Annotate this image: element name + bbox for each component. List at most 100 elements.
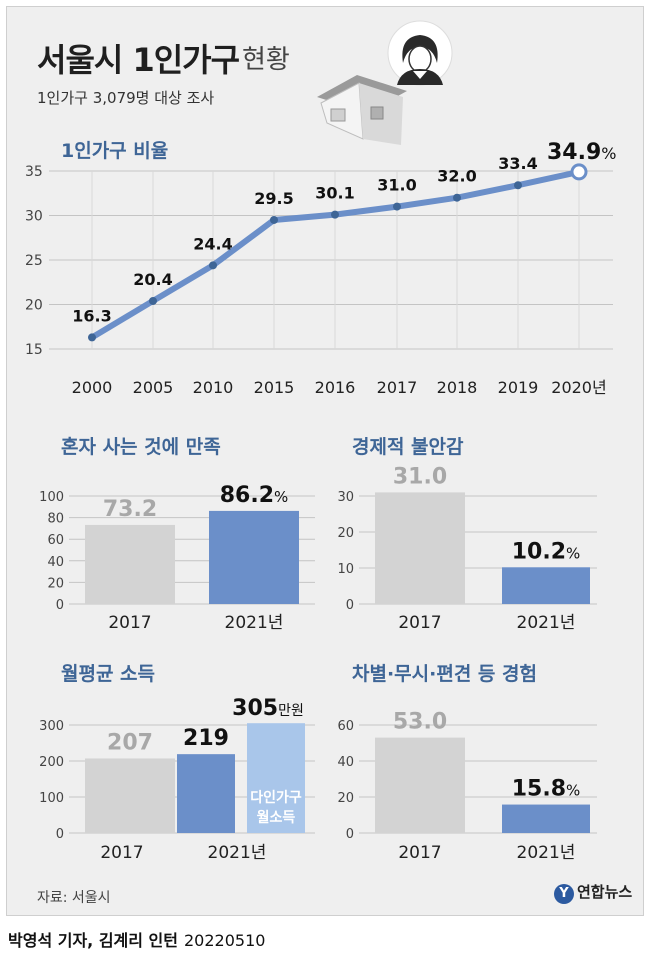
- bar-data-label: 31.0: [393, 464, 447, 489]
- bar-data-label: 15.8%: [512, 777, 581, 802]
- bar-ytick-label: 60: [337, 719, 354, 734]
- bar-ytick-label: 20: [337, 526, 354, 541]
- bar: [209, 510, 299, 604]
- bar-ytick-label: 0: [56, 827, 64, 842]
- satisfaction-chart-title: 혼자 사는 것에 만족: [61, 436, 221, 458]
- extra-bar-label: 305만원: [232, 696, 304, 721]
- survey-note: 1인가구 3,079명 대상 조사: [37, 89, 215, 107]
- bar-xtick-label: 2021년: [517, 613, 576, 633]
- line-point: [393, 202, 401, 211]
- discrimination-chart-title: 차별·무시·편견 등 경험: [352, 663, 537, 685]
- bar-data-value: 31.0: [393, 464, 447, 489]
- credit-line: 박영석 기자, 김계리 인턴 20220510: [8, 927, 265, 951]
- line-data-label: 29.5: [254, 189, 293, 208]
- line-data-label: 30.1: [315, 184, 354, 203]
- line-point: [149, 296, 157, 305]
- bar: [375, 737, 465, 833]
- line-xtick-label: 2005: [133, 378, 174, 397]
- bar-ytick-label: 100: [39, 791, 64, 806]
- bar: [85, 524, 175, 604]
- line-point: [331, 210, 339, 219]
- bar-data-value: 219: [183, 726, 229, 751]
- bar-xtick-label: 2021년: [517, 843, 576, 863]
- bar-data-label: 73.2: [103, 497, 157, 522]
- bar-ytick-label: 80: [47, 512, 64, 527]
- bar-data-value: 15.8: [512, 777, 566, 802]
- bar-ytick-label: 20: [47, 576, 64, 591]
- bar-charts: 0 20 40 60 80 100 73.2 2017 86.2% 2021년 0 10 20 30 31.…: [39, 464, 597, 863]
- bar-ytick-label: 40: [47, 555, 64, 570]
- bar-xtick-label: 2021년: [208, 843, 267, 863]
- line-xtick-label: 2020년: [551, 378, 606, 397]
- line-chart: 15 20 25 30 35 16.3 2000 20.4 2005 24.4 2010 29.5 20…: [25, 154, 613, 397]
- line-point: [514, 181, 522, 190]
- bar: [502, 567, 590, 604]
- bar-data-unit: %: [566, 544, 580, 562]
- bar-ytick-label: 0: [346, 827, 354, 842]
- logo-mark-icon: Y: [554, 884, 574, 904]
- bar-ytick-label: 30: [337, 490, 354, 505]
- line-point: [209, 261, 217, 270]
- line-xtick-label: 2018: [437, 378, 478, 397]
- extra-bar-unit: 만원: [278, 703, 304, 719]
- credit-authors: 박영석 기자, 김계리 인턴: [8, 931, 178, 950]
- bar-xtick-label: 2017: [398, 843, 441, 863]
- line-xtick-label: 2000: [72, 378, 113, 397]
- bar-ytick-label: 60: [47, 533, 64, 548]
- logo-text: 연합뉴스: [577, 883, 633, 901]
- line-data-label: 16.3: [72, 306, 111, 325]
- credit-date: 20220510: [184, 931, 266, 950]
- bar: [85, 758, 175, 833]
- extra-bar-name: 다인가구: [250, 789, 302, 806]
- line-xtick-label: 2010: [193, 378, 234, 397]
- bar-data-label: 219: [183, 726, 229, 751]
- bar-ytick-label: 100: [39, 490, 64, 505]
- line-ytick-label: 25: [25, 253, 43, 269]
- line-point: [270, 215, 278, 224]
- line-data-label: 32.0: [437, 167, 476, 186]
- line-data-label: 33.4: [498, 154, 537, 173]
- line-xtick-label: 2016: [315, 378, 356, 397]
- bar-ytick-label: 0: [56, 598, 64, 613]
- page-title: 서울시 1인가구: [37, 41, 240, 79]
- bar-ytick-label: 300: [39, 719, 64, 734]
- line-xtick-label: 2017: [377, 378, 418, 397]
- extra-bar-value: 305: [232, 696, 278, 721]
- bar-ytick-label: 40: [337, 755, 354, 770]
- line-last-label: 34.9%: [547, 140, 616, 165]
- line-xtick-label: 2015: [254, 378, 295, 397]
- bar: [502, 804, 590, 833]
- line-ytick-label: 15: [25, 342, 43, 358]
- bar-data-value: 73.2: [103, 497, 157, 522]
- line-ytick-label: 35: [25, 164, 43, 180]
- bar: [177, 754, 235, 833]
- bar-xtick-label: 2017: [108, 613, 151, 633]
- income-chart-title: 월평균 소득: [61, 663, 156, 685]
- bar-data-unit: %: [274, 488, 288, 506]
- bar-data-label: 53.0: [393, 710, 447, 735]
- bar: [375, 492, 465, 604]
- line-data-label: 31.0: [377, 176, 416, 195]
- bar-data-value: 10.2: [512, 539, 566, 564]
- line-data-label: 24.4: [193, 234, 232, 253]
- line-ytick-label: 20: [25, 298, 43, 314]
- illustration: [317, 20, 453, 145]
- bar-xtick-label: 2021년: [225, 613, 284, 633]
- line-point: [88, 333, 96, 342]
- economic-anxiety-chart-title: 경제적 불안감: [352, 436, 464, 458]
- extra-bar: [247, 723, 305, 833]
- line-point: [570, 163, 588, 181]
- line-ytick-label: 30: [25, 209, 43, 225]
- source-note: 자료: 서울시: [37, 890, 111, 906]
- line-chart-title: 1인가구 비율: [61, 140, 169, 162]
- line-data-label: 20.4: [133, 270, 172, 289]
- extra-bar-name: 월소득: [257, 809, 296, 826]
- bar-ytick-label: 0: [346, 598, 354, 613]
- line-xtick-label: 2019: [498, 378, 539, 397]
- page-subtitle: 현황: [242, 45, 290, 75]
- line-point: [453, 193, 461, 202]
- bar-xtick-label: 2017: [398, 613, 441, 633]
- bar-data-label: 207: [107, 730, 153, 755]
- house-icon: [317, 75, 407, 145]
- bar-ytick-label: 20: [337, 791, 354, 806]
